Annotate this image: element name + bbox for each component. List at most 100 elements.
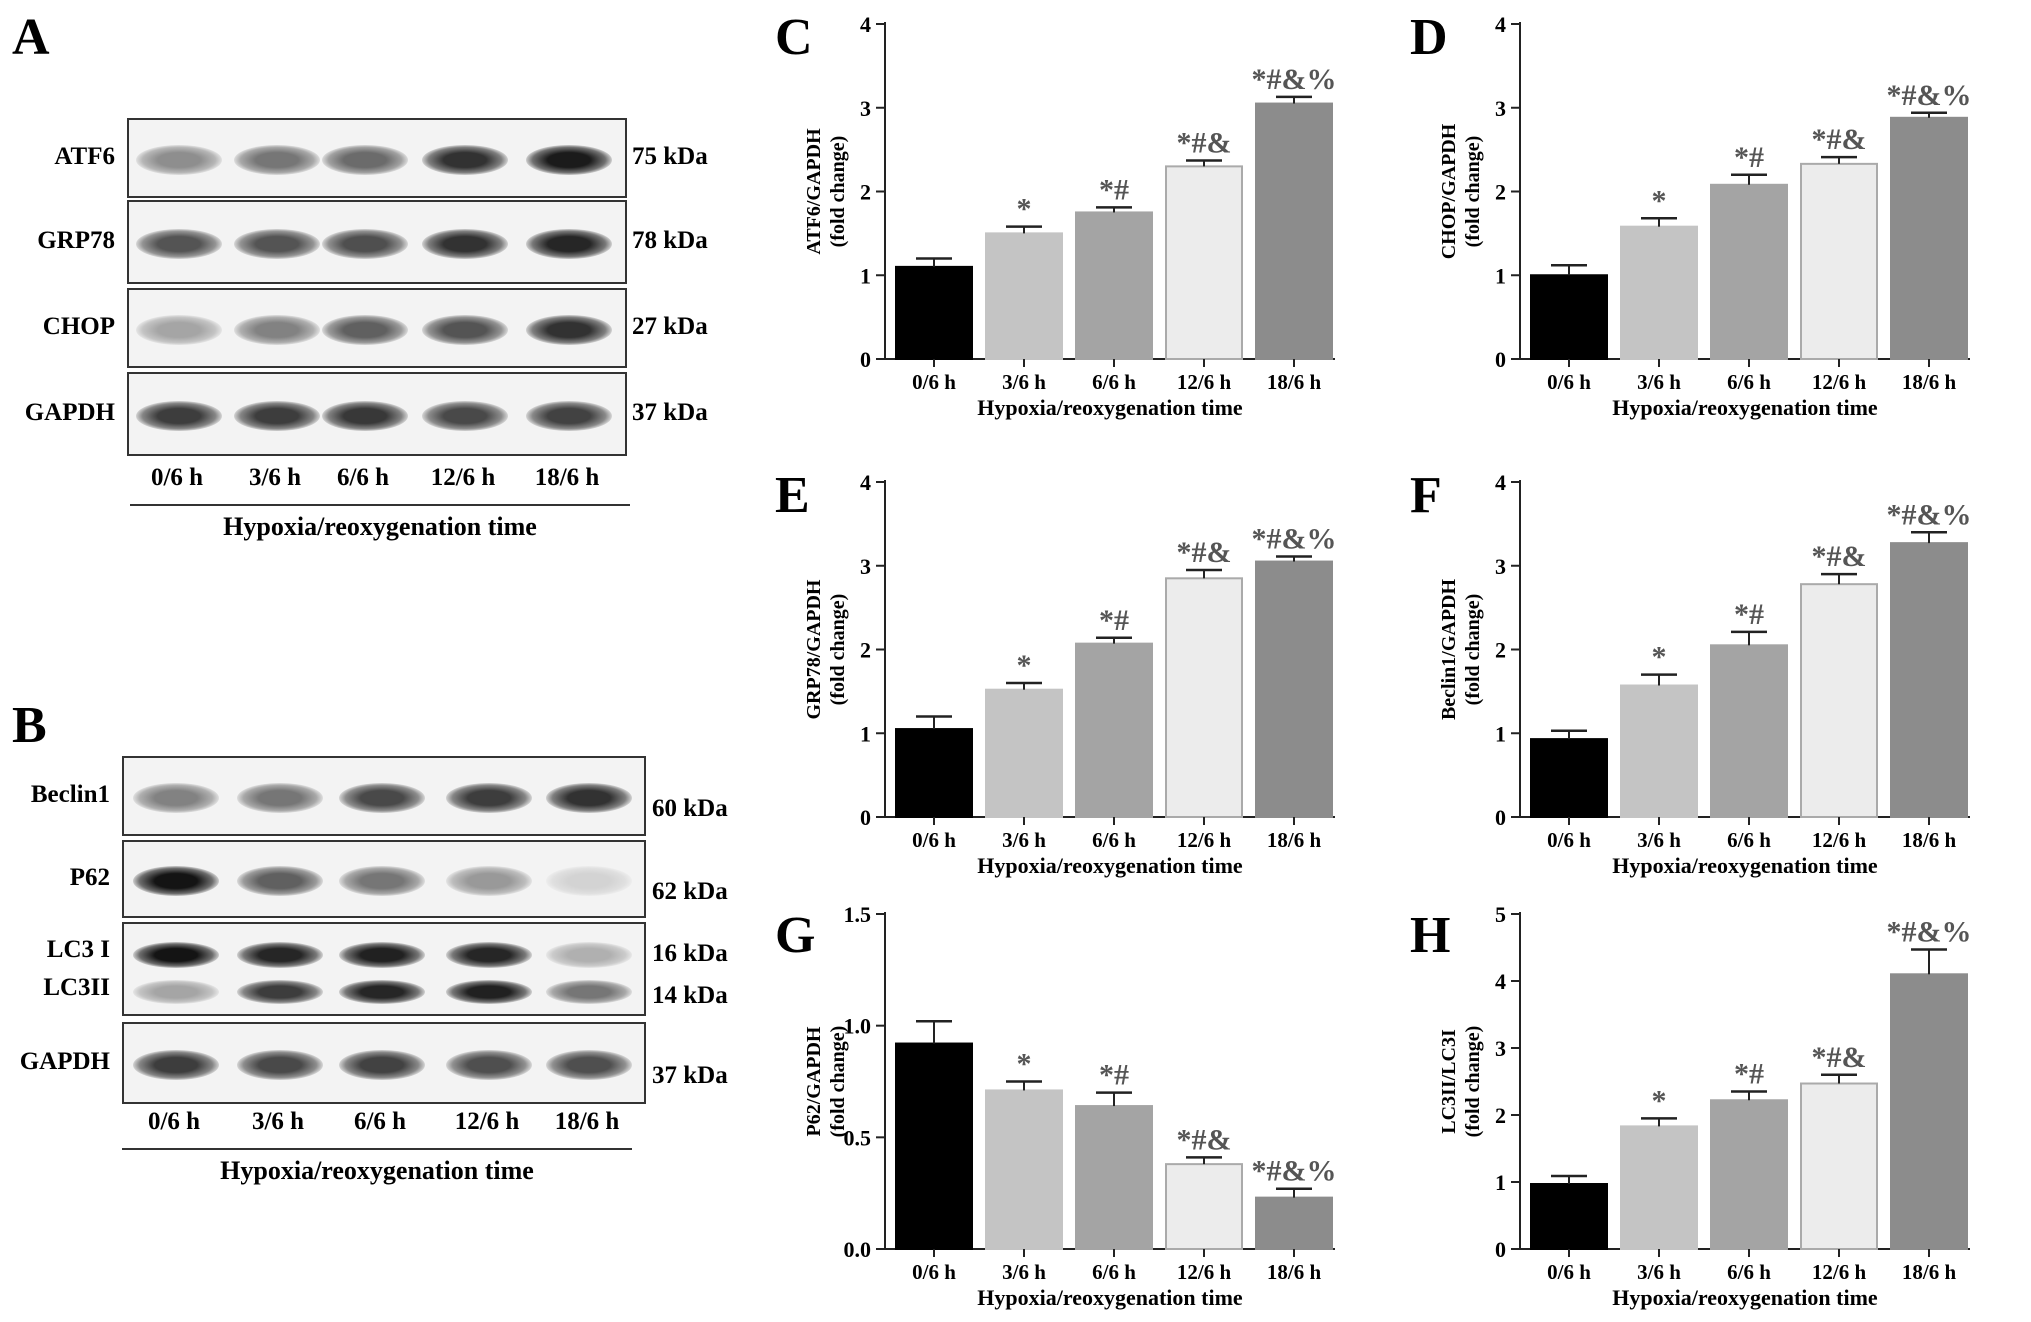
lane-label: 12/6 h [430, 464, 496, 491]
blot-label-lc3ii: LC3II [43, 974, 110, 1001]
bar [1800, 162, 1878, 360]
y-tick-label: 4 [1495, 12, 1506, 37]
bar [1620, 684, 1698, 818]
protein-band [446, 1050, 532, 1080]
y-tick-label: 3 [1495, 1036, 1506, 1061]
protein-band [422, 229, 508, 259]
protein-band [546, 1050, 632, 1080]
significance-label: *# [1099, 1059, 1129, 1092]
bar [1710, 183, 1788, 360]
y-tick-label: 1 [1495, 1170, 1506, 1195]
bar [1800, 1082, 1878, 1250]
y-tick-label: 2 [1495, 180, 1506, 205]
significance-label: * [1017, 649, 1032, 682]
y-tick-label: 3 [860, 96, 871, 121]
x-tick-label: 6/6 h [1727, 828, 1771, 852]
bar [985, 688, 1063, 818]
blot-label-gapdh: GAPDH [19, 1048, 110, 1075]
y-axis-label-unit: (fold change) [827, 1026, 849, 1138]
protein-band [133, 1050, 219, 1080]
x-tick-label: 18/6 h [1902, 370, 1957, 394]
x-tick-label: 18/6 h [1902, 1260, 1957, 1284]
protein-band [422, 401, 508, 431]
significance-label: *#& [1177, 127, 1232, 160]
protein-band [339, 1050, 425, 1080]
x-tick-label: 18/6 h [1902, 828, 1957, 852]
protein-band [322, 401, 408, 431]
significance-label: *# [1099, 604, 1129, 637]
x-tick-label: 18/6 h [1267, 370, 1322, 394]
blot-label-beclin1: Beclin1 [30, 781, 110, 808]
x-tick-label: 12/6 h [1177, 370, 1232, 394]
bar [1165, 1163, 1243, 1250]
blot-strip-gapdh [127, 372, 627, 456]
bar [1710, 1099, 1788, 1250]
lane-label: 18/6 h [534, 464, 600, 491]
blot-label-chop: CHOP [42, 313, 115, 340]
y-tick-label: 4 [860, 12, 871, 37]
y-tick-label: 4 [1495, 470, 1506, 495]
protein-band [322, 145, 408, 175]
protein-band [237, 783, 323, 813]
y-tick-label: 2 [1495, 638, 1506, 663]
y-tick-label: 0.5 [844, 1125, 872, 1150]
protein-band [526, 401, 612, 431]
protein-band [133, 783, 219, 813]
protein-band [234, 145, 320, 175]
blot-label-lc3i: LC3 I [46, 936, 110, 963]
significance-label: * [1652, 1084, 1667, 1117]
bar [1530, 738, 1608, 818]
x-tick-label: 0/6 h [1547, 1260, 1591, 1284]
bar [1165, 165, 1243, 360]
x-tick-label: 0/6 h [912, 828, 956, 852]
blot-strip-lc3i [122, 922, 646, 1016]
y-axis-label: Beclin1/GAPDH [1438, 579, 1460, 721]
protein-band [136, 401, 222, 431]
protein-band [322, 229, 408, 259]
y-axis-label: P62/GAPDH [803, 1026, 825, 1136]
x-axis-title: Hypoxia/reoxygenation time [977, 395, 1243, 420]
blot-strip-atf6 [127, 118, 627, 198]
blot-strip-gapdh [122, 1022, 646, 1104]
x-tick-label: 12/6 h [1812, 1260, 1867, 1284]
y-axis-label: CHOP/GAPDH [1438, 123, 1460, 259]
bar [1075, 1105, 1153, 1250]
protein-band [526, 229, 612, 259]
panel-letter-e: E [775, 467, 810, 524]
protein-band [339, 866, 425, 896]
blot-axis-title: Hypoxia/reoxygenation time [220, 1156, 534, 1185]
bar-chart-f: 0 1 2 3 4 Beclin1/GAPDH (fold change) 0/6 h 3/6 … [1438, 470, 1972, 878]
bar [1800, 583, 1878, 818]
significance-label: *#&% [1252, 63, 1337, 96]
blot-strip-chop [127, 288, 627, 368]
protein-band [136, 229, 222, 259]
y-tick-label: 0 [860, 805, 871, 830]
bar [1075, 642, 1153, 818]
lane-label: 3/6 h [251, 1108, 305, 1135]
significance-label: *# [1734, 598, 1764, 631]
bar [1890, 542, 1968, 818]
protein-band [546, 942, 632, 969]
protein-band [322, 315, 408, 345]
significance-label: * [1652, 641, 1667, 674]
x-axis-title: Hypoxia/reoxygenation time [1612, 1285, 1878, 1310]
y-tick-label: 2 [860, 638, 871, 663]
y-tick-label: 2 [1495, 1103, 1506, 1128]
protein-band [339, 942, 425, 969]
bar [1165, 577, 1243, 818]
blot-axis-line [130, 504, 630, 506]
protein-band [136, 315, 222, 345]
significance-label: *#& [1812, 1041, 1867, 1074]
protein-band [339, 783, 425, 813]
protein-band [422, 145, 508, 175]
lane-label: 18/6 h [554, 1108, 620, 1135]
kda-label: 14 kDa [652, 982, 728, 1009]
bar [1620, 1125, 1698, 1250]
x-axis-title: Hypoxia/reoxygenation time [977, 853, 1243, 878]
significance-label: *#&% [1887, 79, 1972, 112]
protein-band [234, 315, 320, 345]
blot-label-gapdh: GAPDH [24, 399, 115, 426]
x-tick-label: 18/6 h [1267, 828, 1322, 852]
significance-label: * [1017, 1048, 1032, 1081]
lane-label: 6/6 h [353, 1108, 407, 1135]
